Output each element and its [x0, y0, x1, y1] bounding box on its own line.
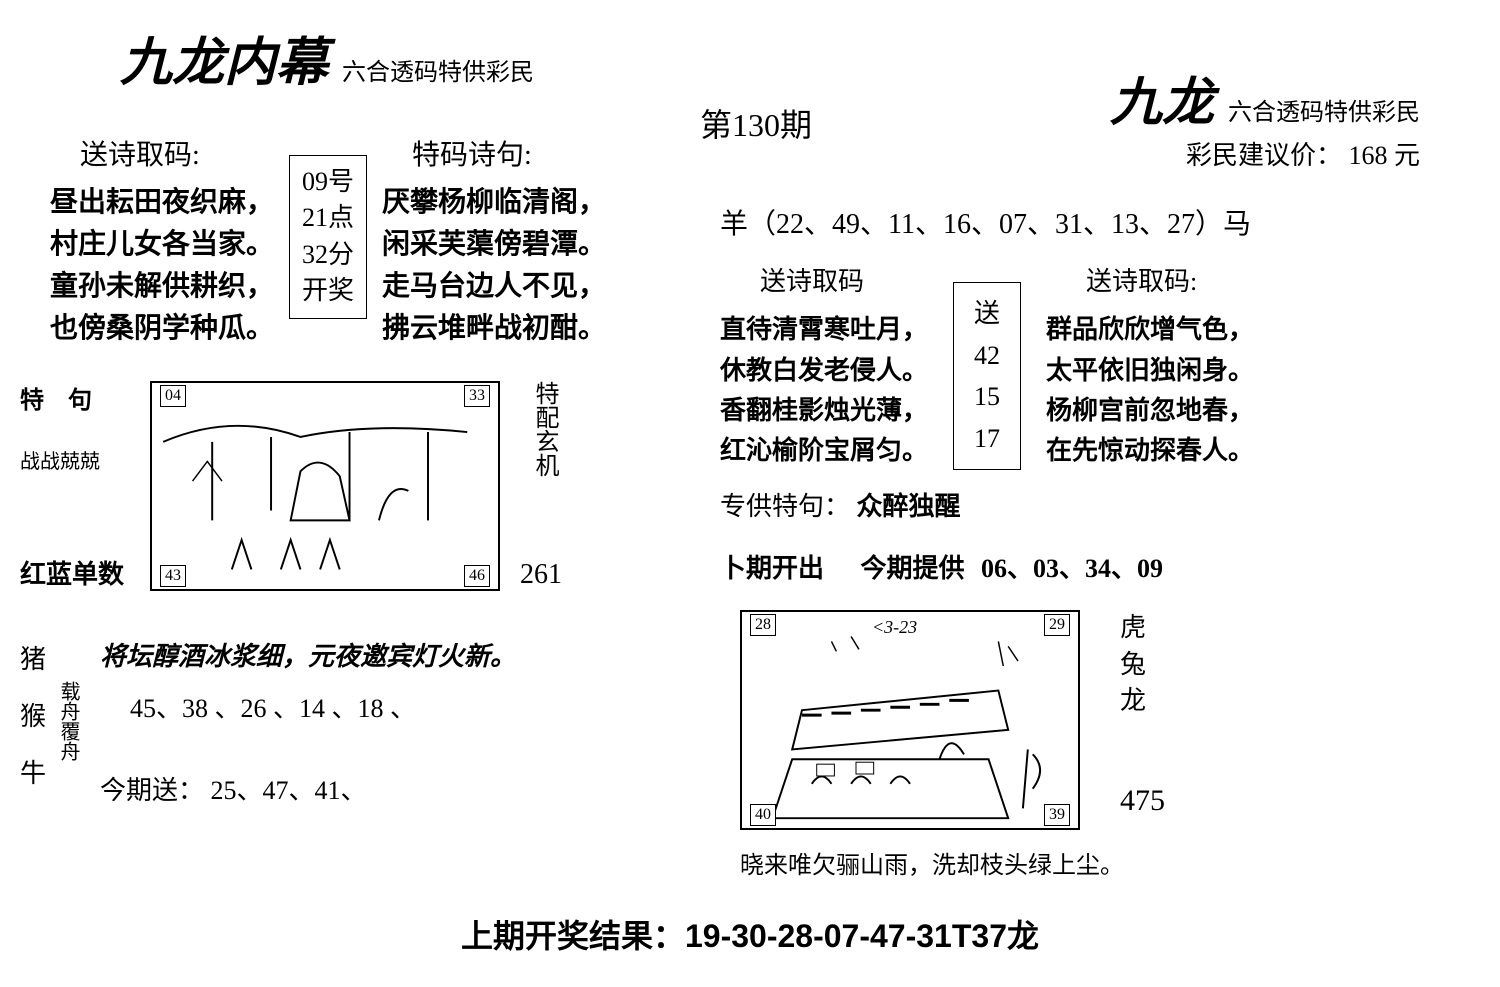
rcb-4: 17: [974, 418, 1000, 460]
poem2-line3: 走马台边人不见，: [382, 266, 606, 308]
bottom-poem: 将坛醇酒冰浆细，元夜邀宾灯火新。: [100, 631, 516, 683]
poem1-line3: 童孙未解供耕织，: [50, 266, 274, 308]
left-panel: 九龙内幕 六合透码特供彩民 送诗取码: 昼出耘田夜织麻， 村庄儿女各当家。 童孙…: [20, 20, 660, 817]
poem1-line4: 也傍桑阴学种瓜。: [50, 308, 274, 350]
price-label: 彩民建议价：: [1186, 141, 1342, 170]
poem2-block: 特码诗句: 厌攀杨柳临清阁， 闲采芙蕖傍碧潭。 走马台边人不见， 拂云堆畔战初酣…: [382, 135, 606, 350]
special-text: 众醉独醒: [857, 492, 961, 521]
r-corner-bl: 40: [750, 804, 776, 826]
price-value: 168 元: [1348, 141, 1420, 170]
side-label2: 战战兢兢: [20, 445, 150, 474]
poem2-title: 特码诗句:: [412, 135, 606, 177]
right-num-261: 261: [520, 559, 562, 591]
provide-label: 今期提供: [861, 554, 965, 583]
right-bottom-poem: 晓来唯欠骊山雨，洗却枝头绿上尘。: [740, 845, 1460, 880]
rpoem2-l4: 在先惊动探春人。: [1046, 431, 1254, 471]
corner-bl: 43: [160, 565, 186, 587]
send-label: 今期送：: [100, 776, 204, 805]
right-num-475: 475: [1120, 780, 1165, 822]
rz-1: 虎: [1120, 610, 1165, 646]
zodiac-2: 猴: [20, 688, 46, 745]
cb-4: 开奖: [302, 273, 354, 309]
rpoem1-l3: 香翻桂影烛光薄，: [720, 391, 928, 431]
right-poem-row: 送诗取码 直待清霄寒吐月， 休教白发老侵人。 香翻桂影烛光薄， 红沁榆阶宝屑匀。…: [700, 262, 1460, 471]
poem1-line1: 昼出耘田夜织麻，: [50, 182, 274, 224]
provide-nums: 06、03、34、09: [981, 554, 1163, 583]
left-poem-row: 送诗取码: 昼出耘田夜织麻， 村庄儿女各当家。 童孙未解供耕织， 也傍桑阴学种瓜…: [20, 135, 660, 350]
right-side-column: 虎 兔 龙 475: [1120, 610, 1165, 821]
poem1-title: 送诗取码:: [80, 135, 274, 177]
right-drawing-box: 28 29 40 39 <3-23: [740, 610, 1080, 830]
footer-result: 上期开奖结果：19-30-28-07-47-31T37龙: [0, 911, 1500, 957]
poem2-line2: 闲采芙蕖傍碧潭。: [382, 224, 606, 266]
rpoem2-block: 送诗取码: 群品欣欣增气色， 太平依旧独闲身。 杨柳宫前忽地春， 在先惊动探春人…: [1046, 262, 1254, 471]
right-subtitle: 六合透码特供彩民: [1228, 92, 1420, 127]
issue-number: 第130期: [700, 100, 812, 162]
num-list: 45、38 、26 、14 、18 、: [130, 683, 516, 735]
left-drawing-section: 特 句 战战兢兢 红蓝单数 04 33 43 46 特配玄机 261: [20, 380, 660, 591]
r-corner-tr: 29: [1044, 614, 1070, 636]
right-center-box: 送 42 15 17: [953, 282, 1021, 470]
bottom-content: 将坛醇酒冰浆细，元夜邀宾灯火新。 45、38 、26 、14 、18 、 今期送…: [100, 631, 516, 817]
left-side-labels: 特 句 战战兢兢 红蓝单数: [20, 380, 150, 591]
r-corner-tl: 28: [750, 614, 776, 636]
send-nums: 25、47、41、: [211, 776, 367, 805]
right-title: 九龙: [1110, 60, 1214, 135]
left-drawing-box: 04 33 43 46: [150, 381, 500, 591]
left-header: 九龙内幕 六合透码特供彩民: [120, 20, 660, 95]
left-title: 九龙内幕: [120, 20, 328, 95]
vert-phrase: 载舟覆舟: [56, 681, 80, 817]
rpoem2-l1: 群品欣欣增气色，: [1046, 310, 1254, 350]
rz-3: 龙: [1120, 683, 1165, 719]
left-subtitle: 六合透码特供彩民: [342, 52, 534, 87]
rz-2: 兔: [1120, 647, 1165, 683]
side-label3: 红蓝单数: [20, 554, 150, 591]
rpoem2-l2: 太平依旧独闲身。: [1046, 351, 1254, 391]
rpoem1-l2: 休教白发老侵人。: [720, 351, 928, 391]
provide-line: 卜期开出 今期提供 06、03、34、09: [720, 548, 1460, 585]
left-center-box: 09号 21点 32分 开奖: [289, 155, 367, 319]
rpoem1-block: 送诗取码 直待清霄寒吐月， 休教白发老侵人。 香翻桂影烛光薄， 红沁榆阶宝屑匀。: [720, 262, 928, 471]
rpoem1-title: 送诗取码: [760, 262, 928, 302]
top-text: <3-23: [872, 617, 917, 638]
right-of-drawing: 特配玄机 261: [500, 381, 562, 591]
special-phrase-line: 专供特句： 众醉独醒: [720, 486, 1460, 523]
sketch-drawing-icon: [152, 383, 498, 589]
cb-3: 32分: [302, 237, 354, 273]
side-label1: 特 句: [20, 380, 150, 415]
price-line: 彩民建议价： 168 元: [1110, 135, 1420, 172]
cb-2: 21点: [302, 200, 354, 236]
corner-br: 46: [464, 565, 490, 587]
rpoem1-l1: 直待清霄寒吐月，: [720, 310, 928, 350]
poem2-line1: 厌攀杨柳临清阁，: [382, 182, 606, 224]
right-panel: 第130期 九龙 六合透码特供彩民 彩民建议价： 168 元 羊（22、49、1…: [700, 60, 1460, 880]
poem1-block: 送诗取码: 昼出耘田夜织麻， 村庄儿女各当家。 童孙未解供耕织， 也傍桑阴学种瓜…: [50, 135, 274, 350]
right-vert-label: 特配玄机: [520, 381, 562, 477]
bottom-left-section: 猪 猴 牛 载舟覆舟 将坛醇酒冰浆细，元夜邀宾灯火新。 45、38 、26 、1…: [20, 631, 660, 817]
rpoem2-title: 送诗取码:: [1086, 262, 1254, 302]
rpoem1-l4: 红沁榆阶宝屑匀。: [720, 431, 928, 471]
special-label: 专供特句：: [720, 492, 850, 521]
zodiac-number-row: 羊（22、49、11、16、07、31、13、27）马: [720, 202, 1460, 242]
cb-1: 09号: [302, 164, 354, 200]
zodiac-column: 猪 猴 牛: [20, 631, 46, 817]
rpoem2-l3: 杨柳宫前忽地春，: [1046, 391, 1254, 431]
corner-tr: 33: [464, 385, 490, 407]
poem2-line4: 拂云堆畔战初酣。: [382, 308, 606, 350]
right-drawing-section: 28 29 40 39 <3-23 虎 兔 龙 475: [740, 610, 1460, 830]
zodiac-1: 猪: [20, 631, 46, 688]
rcb-2: 42: [974, 335, 1000, 377]
rcb-1: 送: [974, 293, 1000, 335]
r-corner-br: 39: [1044, 804, 1070, 826]
zodiac-3: 牛: [20, 745, 46, 802]
rcb-3: 15: [974, 376, 1000, 418]
right-header: 九龙 六合透码特供彩民: [1110, 60, 1420, 135]
poem1-line2: 村庄儿女各当家。: [50, 224, 274, 266]
corner-tl: 04: [160, 385, 186, 407]
house-sketch-icon: [742, 612, 1078, 828]
prev-label: 卜期开出: [720, 554, 824, 583]
